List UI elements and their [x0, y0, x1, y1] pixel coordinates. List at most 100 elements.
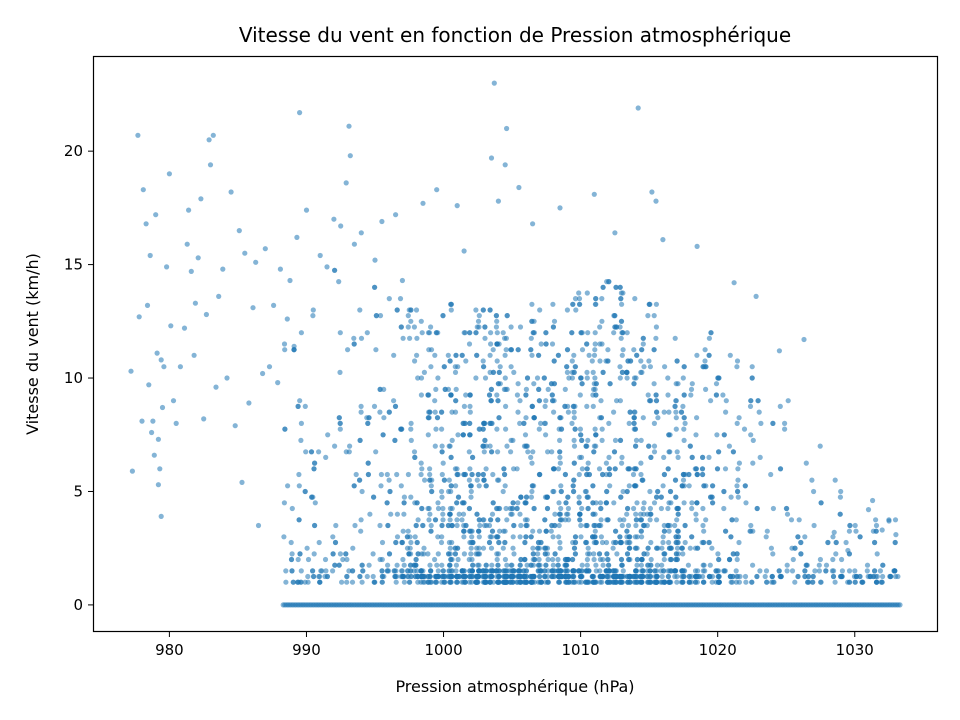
data-point [658, 505, 665, 512]
outlier-point [262, 246, 268, 252]
data-point [713, 568, 719, 574]
data-point [515, 568, 522, 574]
data-point [634, 500, 640, 506]
data-point [453, 562, 459, 568]
data-point [467, 409, 473, 415]
data-point [728, 534, 734, 540]
data-point [680, 579, 686, 585]
data-point [555, 352, 562, 358]
data-point [600, 471, 606, 478]
data-point [610, 568, 616, 574]
data-point [754, 573, 760, 580]
data-point [453, 386, 459, 392]
data-point [298, 568, 304, 574]
data-point [823, 568, 829, 574]
data-point [435, 505, 442, 512]
data-point [493, 313, 499, 319]
data-point [551, 488, 557, 495]
data-point [628, 358, 634, 364]
data-point [522, 539, 528, 546]
data-point [570, 483, 576, 489]
data-point [895, 573, 901, 580]
data-point [748, 432, 754, 438]
data-point [645, 545, 651, 551]
data-point [529, 483, 536, 489]
data-point [476, 528, 482, 534]
data-point [440, 460, 446, 466]
outlier-point [338, 223, 344, 229]
data-point [572, 296, 579, 302]
data-point [576, 290, 582, 296]
data-point [673, 494, 679, 500]
data-point [404, 534, 410, 540]
data-point [589, 358, 595, 364]
data-point [611, 409, 617, 415]
data-point [373, 449, 379, 455]
data-point [634, 562, 640, 568]
data-point [282, 426, 288, 432]
data-point [495, 579, 501, 585]
data-point [447, 505, 453, 512]
data-point [612, 437, 619, 443]
data-point [681, 392, 687, 398]
data-point [639, 477, 645, 483]
data-point [639, 347, 645, 353]
data-point [405, 324, 411, 330]
data-point [316, 573, 322, 580]
data-point [644, 573, 650, 580]
data-point [414, 500, 420, 506]
data-point [700, 522, 706, 529]
data-point [330, 551, 336, 557]
data-point [640, 341, 646, 347]
data-point [682, 420, 688, 426]
data-point [713, 381, 720, 387]
data-point [325, 432, 331, 438]
data-point [482, 573, 488, 580]
data-point [459, 568, 465, 574]
data-point [549, 573, 555, 580]
data-point [415, 551, 421, 557]
data-point [631, 505, 637, 512]
data-point [619, 352, 625, 358]
data-point [577, 301, 583, 307]
data-point [666, 432, 672, 438]
outlier-point [495, 198, 501, 204]
outlier-point [236, 228, 242, 234]
data-point [750, 562, 756, 568]
data-point [593, 392, 599, 398]
data-point [340, 556, 346, 563]
data-point [523, 534, 529, 540]
data-point [585, 545, 591, 551]
data-point [508, 324, 514, 330]
data-point [607, 471, 613, 478]
data-point [551, 358, 557, 364]
outlier-point [434, 187, 440, 193]
data-point [510, 466, 517, 472]
data-point [426, 347, 432, 353]
data-point [508, 364, 514, 370]
data-point [428, 522, 434, 529]
data-point [727, 556, 733, 563]
data-point [680, 477, 687, 483]
outlier-point [206, 137, 212, 143]
data-point [709, 579, 715, 585]
outlier-point [294, 234, 300, 240]
data-point [398, 426, 404, 432]
data-point [441, 573, 447, 580]
data-point [789, 568, 796, 574]
data-point [749, 375, 755, 381]
data-point [592, 386, 598, 392]
outlier-point [731, 280, 737, 286]
data-point [672, 335, 678, 341]
data-point [371, 403, 378, 409]
data-point [653, 398, 660, 404]
outlier-point [502, 162, 508, 168]
data-point [371, 579, 377, 585]
data-point [810, 573, 816, 580]
data-point [665, 392, 671, 398]
data-point [611, 579, 617, 585]
data-point [476, 324, 482, 330]
data-point [528, 494, 535, 500]
data-point [816, 562, 822, 568]
data-point [358, 335, 365, 341]
